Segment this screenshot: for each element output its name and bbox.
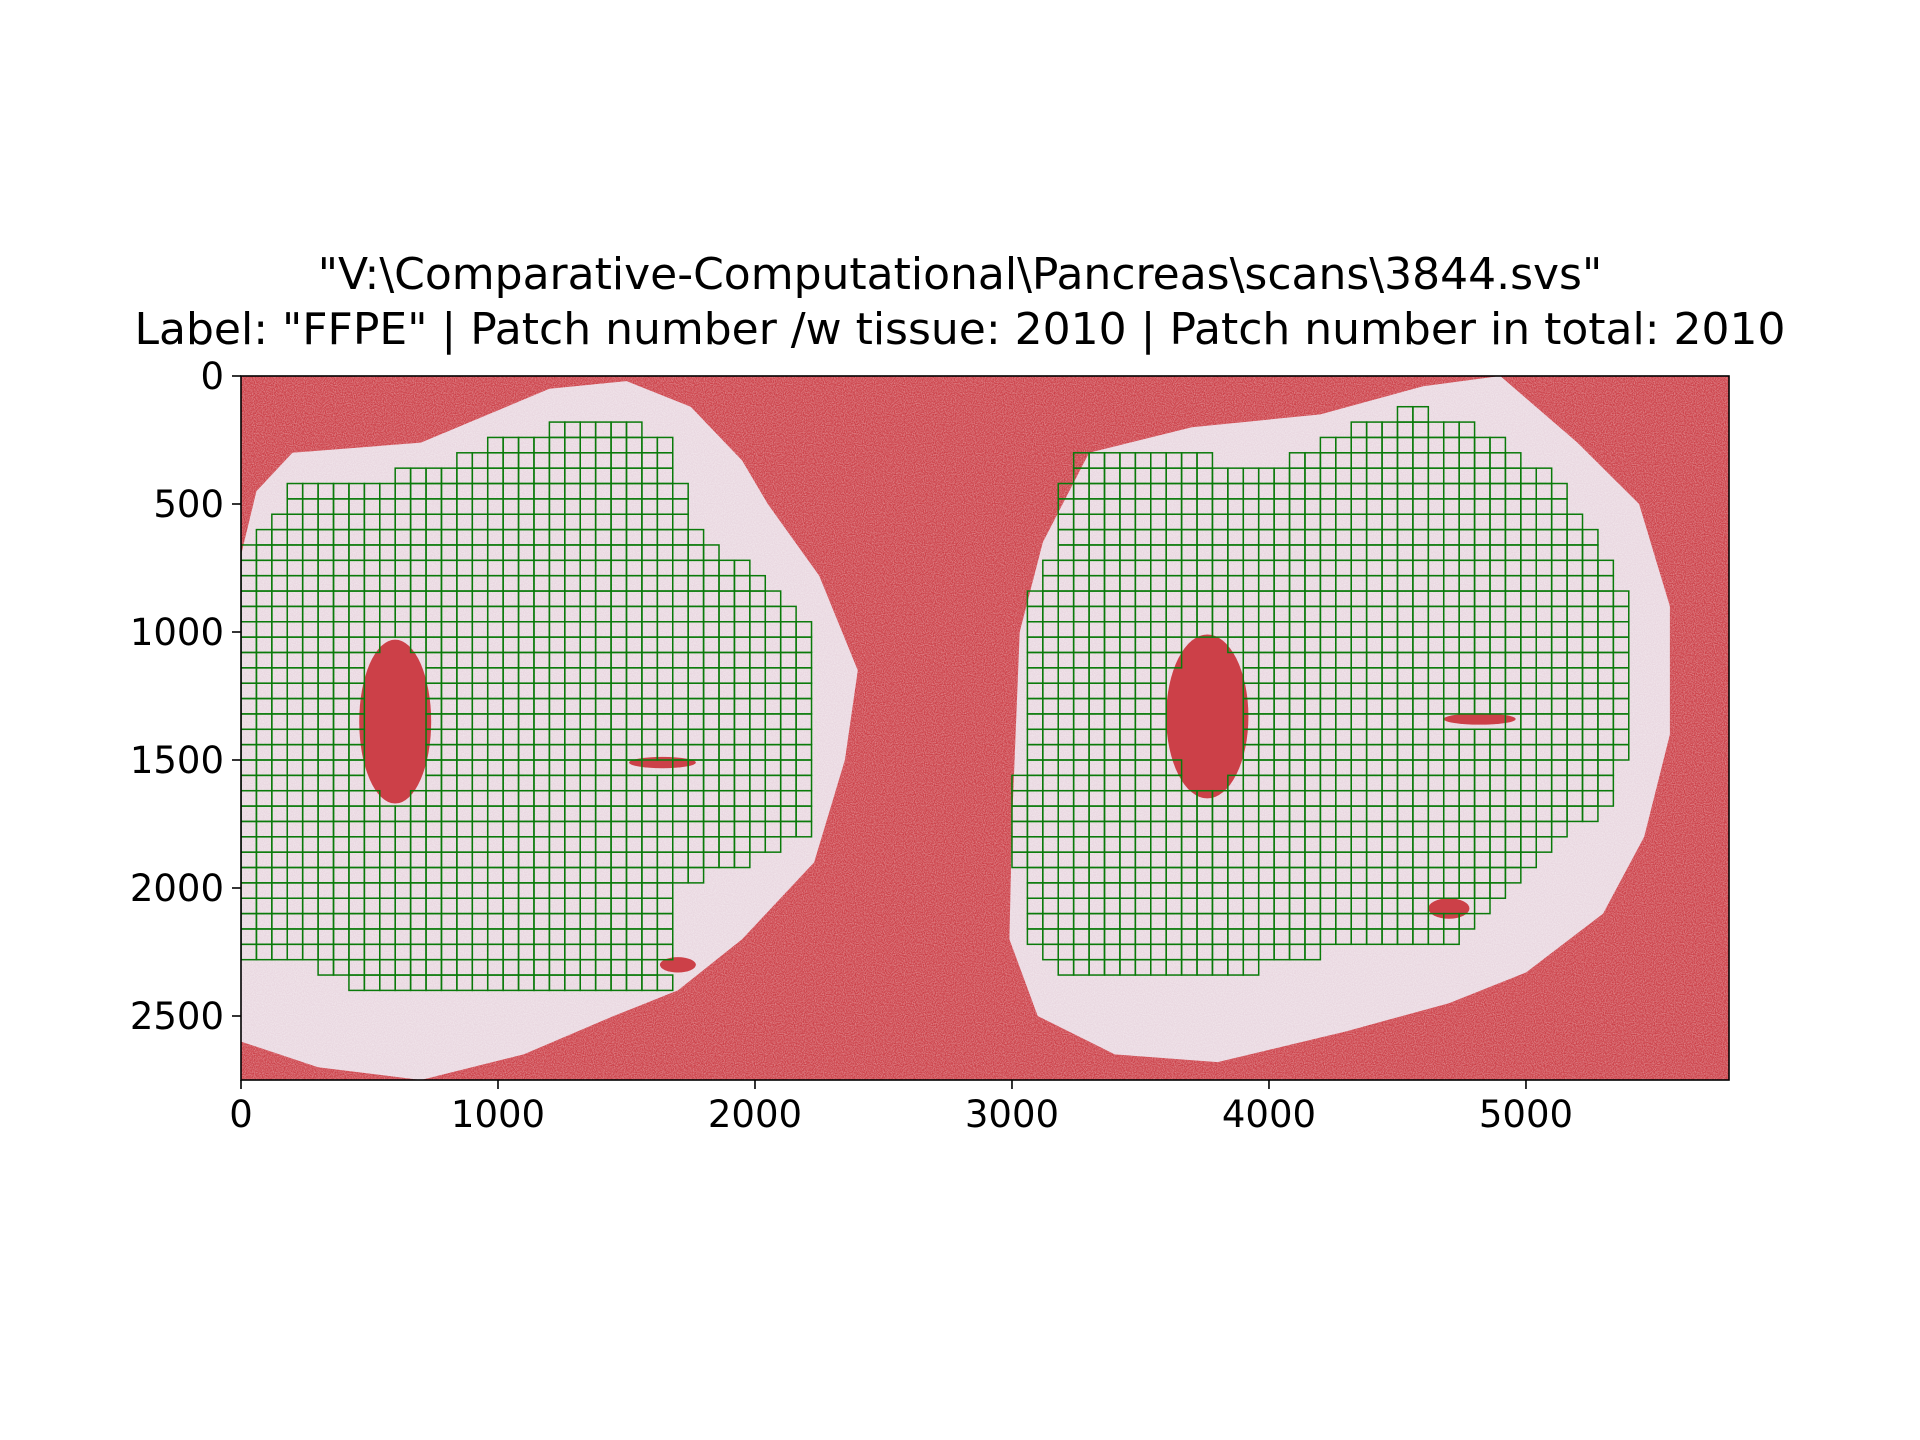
patch-1338 xyxy=(1612,743,1630,761)
y-tick-label: 1000 xyxy=(130,611,224,654)
x-tick-label: 4000 xyxy=(1222,1093,1316,1136)
x-tick-label: 5000 xyxy=(1479,1093,1573,1136)
x-tick-label: 2000 xyxy=(708,1093,802,1136)
patch-2201 xyxy=(1242,958,1260,976)
patch-1621 xyxy=(1581,805,1599,823)
patch-1797 xyxy=(733,851,751,869)
patch-2148 xyxy=(656,943,674,961)
patch-1729 xyxy=(764,836,782,853)
x-tick-label: 1000 xyxy=(451,1093,545,1136)
figure-title-line2: Label: "FFPE" | Patch number /w tissue: … xyxy=(134,304,1786,355)
patch-2166 xyxy=(1304,943,1322,961)
tissue-hole xyxy=(659,957,696,973)
tissue-texture xyxy=(241,376,1729,1080)
patch-2007 xyxy=(1473,897,1491,915)
x-axis: 0 1000 2000 3000 4000 5000 xyxy=(229,1080,1573,1136)
tissue-hole xyxy=(1443,713,1516,725)
y-tick-label: 500 xyxy=(153,483,224,526)
axes-frame xyxy=(240,375,1730,1081)
y-tick-label: 0 xyxy=(200,355,224,398)
tissue-hole xyxy=(359,639,432,804)
y-tick-label: 2500 xyxy=(130,995,224,1038)
tissue-hole xyxy=(629,756,696,769)
patch-1764 xyxy=(1535,836,1553,853)
tissue-hole xyxy=(1428,898,1470,919)
patch-1861 xyxy=(687,866,705,884)
patch-915 xyxy=(1165,651,1183,669)
patch-grid xyxy=(241,405,1630,992)
patch-2064 xyxy=(1458,912,1476,930)
patch-1893 xyxy=(1504,866,1522,884)
patch-1694 xyxy=(1550,820,1568,838)
patch-2222 xyxy=(656,974,674,992)
patch-2120 xyxy=(1442,928,1460,946)
x-tick-label: 0 xyxy=(229,1093,253,1136)
patch-1546 xyxy=(1597,789,1615,807)
patch-1831 xyxy=(1520,851,1537,869)
slide-image xyxy=(241,376,1729,1080)
patch-1952 xyxy=(1489,882,1507,899)
y-tick-label: 2000 xyxy=(130,867,224,910)
patch-1658 xyxy=(795,820,813,838)
patch-810 xyxy=(363,636,381,654)
x-tick-label: 3000 xyxy=(965,1093,1059,1136)
figure-title-line1: "V:\Comparative-Computational\Pancreas\s… xyxy=(317,249,1603,300)
tissue-holes xyxy=(359,634,1516,973)
tissue-hole xyxy=(1166,634,1249,799)
y-axis: 0 500 1000 1500 2000 2500 xyxy=(130,355,241,1038)
y-tick-label: 1500 xyxy=(130,739,224,782)
